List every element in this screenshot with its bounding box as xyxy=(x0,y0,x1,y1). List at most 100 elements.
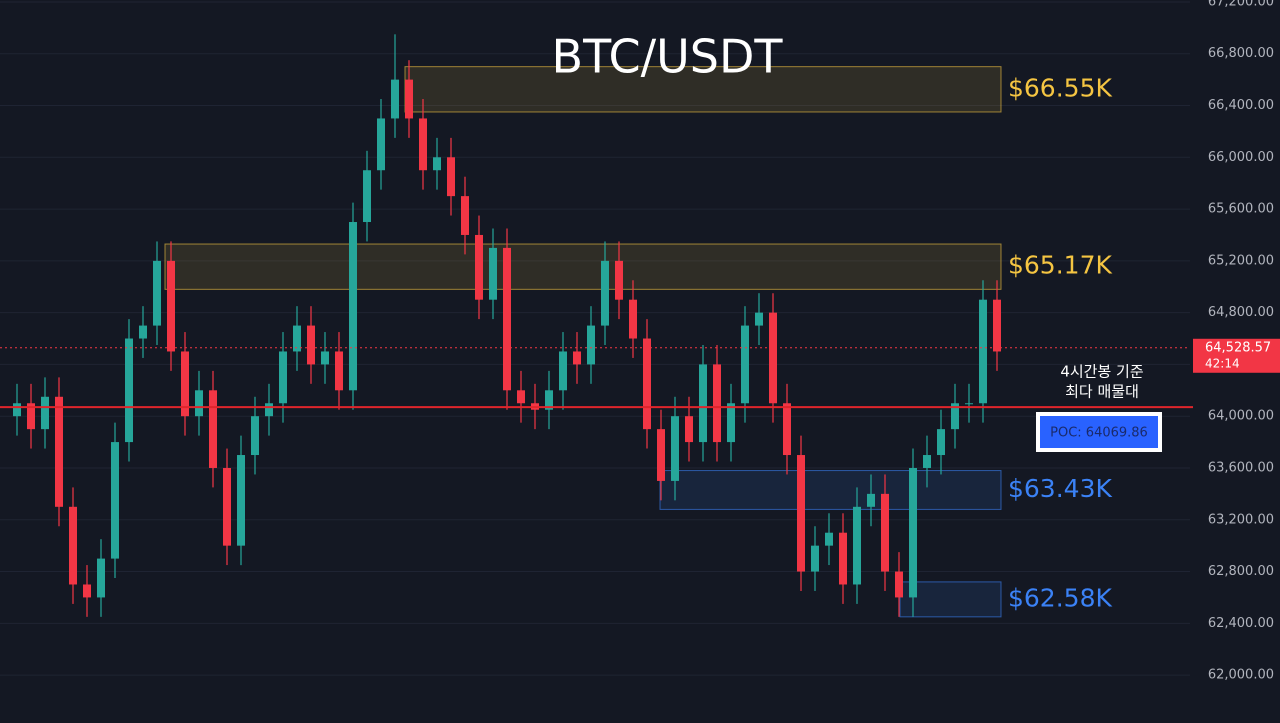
candle-body xyxy=(279,351,287,404)
candle-body xyxy=(461,196,469,235)
candle-body xyxy=(643,338,651,430)
candle-body xyxy=(447,157,455,197)
candle-body xyxy=(937,429,945,456)
zone xyxy=(659,470,1002,510)
chart-title: BTC/USDT xyxy=(552,30,784,84)
grid: 62,000.00 62,400.00 62,800.00 63,200.00 63,6… xyxy=(0,0,1274,683)
candle-body xyxy=(867,493,875,507)
zone xyxy=(164,243,1002,290)
candle-body xyxy=(909,467,917,598)
candle-body xyxy=(335,351,343,391)
candle-body xyxy=(685,416,693,443)
annotation: 최다 매물대 xyxy=(1065,383,1139,401)
candle-body xyxy=(559,351,567,391)
candle-body xyxy=(965,403,973,405)
candle-body xyxy=(853,506,861,585)
zone-label: $63.43K xyxy=(1008,474,1112,503)
candle-body xyxy=(895,571,903,598)
candle-body xyxy=(321,351,329,365)
candle-body xyxy=(167,260,175,352)
candle-body xyxy=(797,455,805,572)
zone-label: $66.55K xyxy=(1008,73,1112,102)
candle-body xyxy=(993,299,1001,352)
candle-body xyxy=(517,390,525,404)
candle-body xyxy=(713,364,721,443)
y-tick-label: 62,800.00 xyxy=(1208,564,1274,579)
candle-body xyxy=(139,325,147,339)
candle-body xyxy=(629,299,637,339)
candle-body xyxy=(783,403,791,456)
candle-body xyxy=(265,403,273,417)
candle-body xyxy=(433,157,441,171)
candle-body xyxy=(377,118,385,171)
candle-body xyxy=(307,325,315,365)
candle-body xyxy=(195,390,203,417)
zones: $66.55K $65.17K $63.43K $62.58K xyxy=(164,66,1112,618)
candle-body xyxy=(755,312,763,326)
candle-body xyxy=(489,247,497,300)
candle-body xyxy=(111,442,119,559)
last-price-box xyxy=(1193,338,1280,373)
candle-body xyxy=(349,222,357,391)
candle-body xyxy=(573,351,581,365)
candle-body xyxy=(503,247,511,391)
candle-body xyxy=(951,403,959,430)
candle-body xyxy=(237,455,245,546)
y-tick-label: 63,600.00 xyxy=(1208,460,1274,475)
candle-body xyxy=(153,260,161,326)
candle-body xyxy=(699,364,707,443)
candle-body xyxy=(671,416,679,481)
y-tick-label: 64,800.00 xyxy=(1208,305,1274,320)
last-price-label: 64,528.57 xyxy=(1205,340,1271,355)
candles xyxy=(13,34,1001,617)
annotation: 4시간봉 기준 xyxy=(1060,363,1144,381)
y-tick-label: 66,800.00 xyxy=(1208,46,1274,61)
candle-body xyxy=(97,558,105,598)
y-tick-label: 65,200.00 xyxy=(1208,253,1274,268)
candle-body xyxy=(405,79,413,119)
candle-body xyxy=(741,325,749,404)
candle-body xyxy=(881,493,889,572)
candle-body xyxy=(839,532,847,585)
zone-label: $62.58K xyxy=(1008,583,1112,612)
candle-body xyxy=(363,170,371,223)
y-tick-label: 64,000.00 xyxy=(1208,409,1274,424)
candle-body xyxy=(419,118,427,171)
zone-label: $65.17K xyxy=(1008,251,1112,280)
poc-box xyxy=(1036,412,1162,452)
y-tick-label: 66,000.00 xyxy=(1208,150,1274,165)
candle-body xyxy=(811,545,819,572)
candle-body xyxy=(979,299,987,404)
y-tick-label: 63,200.00 xyxy=(1208,512,1274,527)
candle-body xyxy=(601,260,609,326)
candle-body xyxy=(391,79,399,119)
zone xyxy=(404,66,1002,113)
candle-body xyxy=(727,403,735,443)
last-price-timer: 42:14 xyxy=(1205,356,1240,370)
candle-body xyxy=(223,467,231,546)
candle-body xyxy=(293,325,301,352)
y-tick-label: 67,200.00 xyxy=(1208,0,1274,9)
y-tick-label: 62,000.00 xyxy=(1208,668,1274,683)
candle-body xyxy=(923,455,931,468)
candle-body xyxy=(587,325,595,365)
candle-body xyxy=(615,260,623,300)
candle-body xyxy=(83,584,91,598)
candle-body xyxy=(13,403,21,417)
candle-body xyxy=(657,429,665,481)
candle-body xyxy=(251,416,259,456)
candle-body xyxy=(545,390,553,410)
candle-body xyxy=(69,506,77,585)
candle-body xyxy=(181,351,189,417)
candle-body xyxy=(209,390,217,468)
candle-body xyxy=(27,403,35,430)
candle-body xyxy=(125,338,133,443)
candle-body xyxy=(55,396,63,507)
poc-label: POC: 64069.86 xyxy=(1050,426,1148,441)
candle-body xyxy=(825,532,833,546)
y-tick-label: 65,600.00 xyxy=(1208,202,1274,217)
candle-body xyxy=(41,396,49,430)
